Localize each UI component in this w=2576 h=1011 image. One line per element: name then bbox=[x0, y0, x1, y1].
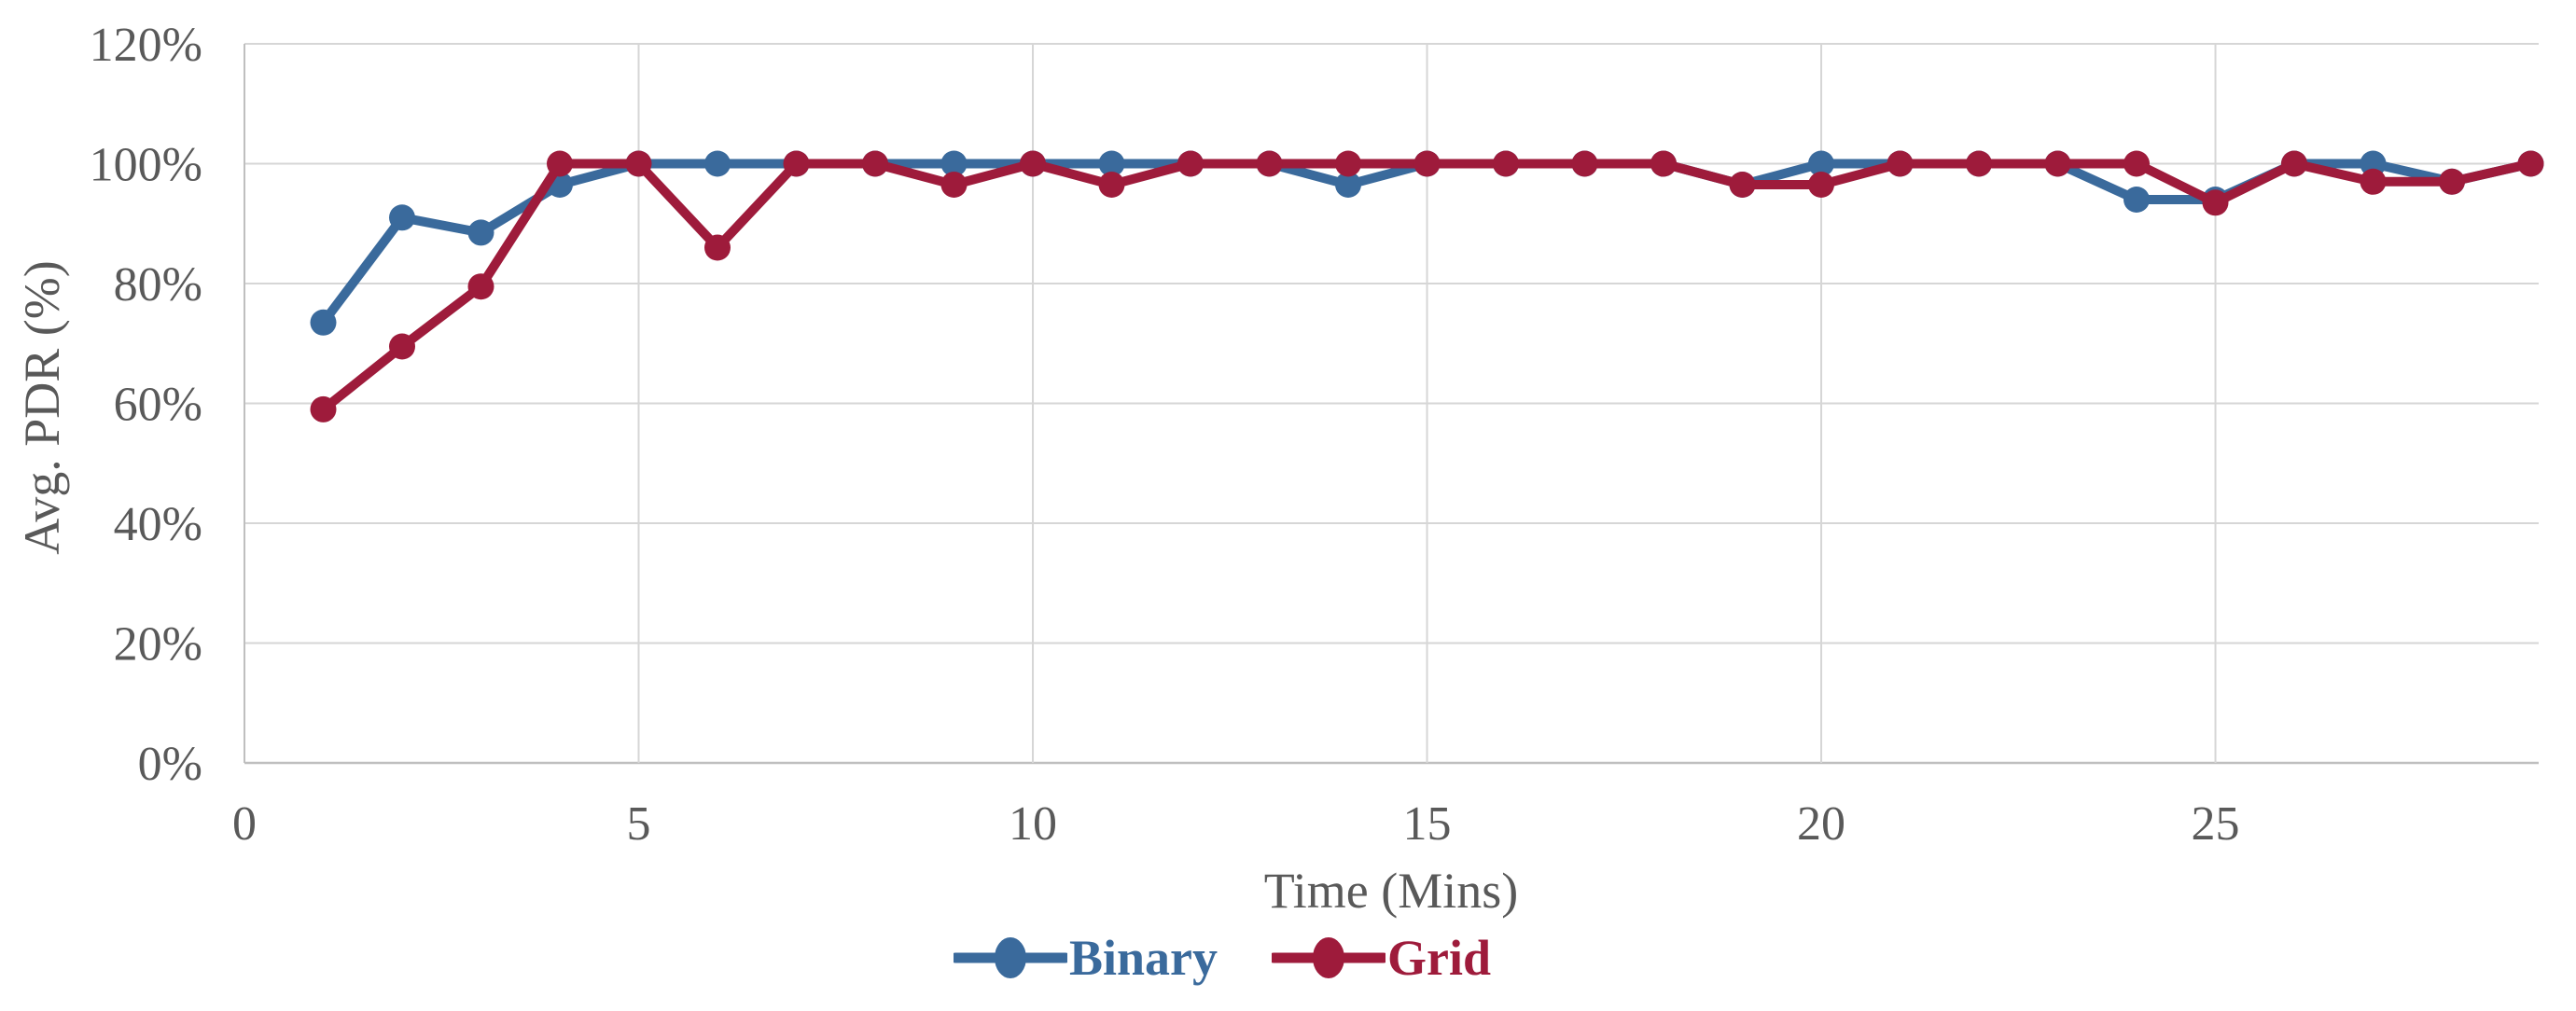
legend-item-grid: Grid bbox=[1272, 929, 1491, 987]
x-axis-title: Time (Mins) bbox=[1263, 863, 1519, 919]
svg-text:120%: 120% bbox=[90, 19, 202, 72]
svg-text:40%: 40% bbox=[114, 498, 202, 551]
svg-text:25: 25 bbox=[2192, 797, 2240, 851]
svg-text:60%: 60% bbox=[114, 379, 202, 432]
svg-text:10: 10 bbox=[1009, 797, 1057, 851]
svg-text:15: 15 bbox=[1403, 797, 1452, 851]
svg-text:0: 0 bbox=[232, 797, 257, 851]
binary-line-marker-icon bbox=[953, 937, 1067, 978]
legend-label-binary: Binary bbox=[1068, 930, 1218, 986]
svg-text:80%: 80% bbox=[114, 258, 202, 312]
y-axis-title: Avg. PDR (%) bbox=[14, 260, 70, 555]
svg-text:0%: 0% bbox=[138, 738, 202, 791]
svg-text:20%: 20% bbox=[114, 618, 202, 672]
svg-text:100%: 100% bbox=[90, 139, 202, 192]
legend-label-grid: Grid bbox=[1387, 930, 1492, 986]
legend: Binary Grid bbox=[953, 929, 1491, 987]
grid-line-marker-icon bbox=[1272, 937, 1386, 978]
svg-text:5: 5 bbox=[627, 797, 651, 851]
svg-text:20: 20 bbox=[1797, 797, 1845, 851]
legend-item-binary: Binary bbox=[953, 929, 1218, 987]
